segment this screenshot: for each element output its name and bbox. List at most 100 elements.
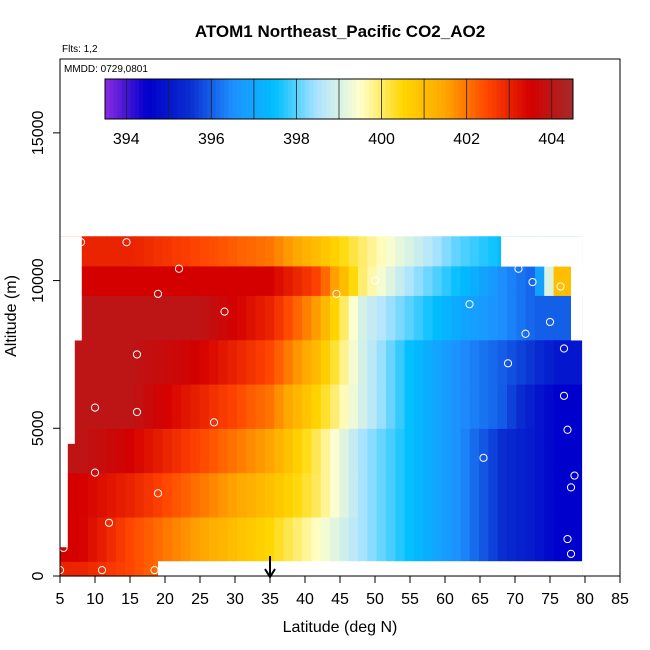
- heatmap-cell: [507, 339, 517, 385]
- heatmap-cell: [134, 516, 145, 562]
- heatmap-cell: [143, 472, 154, 518]
- heatmap-cell: [283, 265, 294, 296]
- heatmap-cell: [320, 339, 331, 385]
- heatmap-cell: [78, 265, 89, 296]
- heatmap-cell: [97, 428, 108, 474]
- heatmap-cell: [125, 295, 136, 341]
- heatmap-cell: [404, 236, 415, 267]
- colorbar-swatch: [555, 79, 561, 119]
- heatmap-cell: [395, 265, 406, 296]
- colorbar-swatch: [309, 79, 314, 119]
- heatmap-cell: [87, 236, 98, 267]
- x-tick-label: 85: [611, 591, 629, 608]
- heatmap-cell: [516, 472, 527, 518]
- heatmap-cell: [507, 383, 517, 429]
- heatmap-cell: [488, 236, 499, 267]
- heatmap-cell: [115, 516, 126, 562]
- colorbar-swatch: [109, 79, 115, 119]
- heatmap-cell: [227, 236, 238, 267]
- heatmap-cell: [311, 236, 322, 267]
- heatmap-cells: [60, 236, 583, 577]
- heatmap-cell: [227, 265, 238, 296]
- heatmap-cell: [451, 383, 462, 429]
- colorbar-swatch: [534, 79, 540, 119]
- marker-arrow-head: [264, 568, 276, 579]
- heatmap-cell: [339, 516, 350, 562]
- dates-note: MMDD: 0729,0801: [64, 64, 148, 75]
- heatmap-cell: [227, 516, 238, 562]
- heatmap-cell: [171, 383, 182, 429]
- colorbar-swatch: [547, 79, 553, 119]
- heatmap-cell: [255, 339, 266, 385]
- heatmap-cell: [283, 236, 294, 267]
- heatmap-cell: [395, 295, 406, 341]
- colorbar-swatch: [249, 79, 255, 119]
- heatmap-cell: [320, 428, 331, 474]
- colorbar-tick-label: 398: [283, 131, 310, 148]
- heatmap-cell: [255, 472, 266, 518]
- heatmap-cell: [469, 236, 480, 267]
- heatmap-cell: [134, 383, 145, 429]
- colorbar-swatch: [339, 79, 344, 119]
- colorbar-swatch: [500, 79, 506, 119]
- sample-point: [528, 277, 537, 287]
- heatmap-cell: [302, 516, 313, 562]
- heatmap-cell: [339, 236, 350, 267]
- colorbar-swatch: [538, 79, 544, 119]
- heatmap-cell: [106, 428, 117, 474]
- heatmap-cell: [553, 383, 564, 429]
- colorbar-swatch: [228, 79, 234, 119]
- heatmap-cell: [460, 428, 471, 474]
- heatmap-cell: [469, 295, 480, 341]
- heatmap-cell: [330, 339, 340, 385]
- heatmap-cell: [395, 383, 406, 429]
- heatmap-cell: [181, 383, 191, 429]
- heatmap-cell: [339, 339, 350, 385]
- heatmap-cell: [87, 265, 98, 296]
- colorbar-swatch: [492, 79, 497, 119]
- x-tick-label: 30: [226, 591, 244, 608]
- heatmap-cell: [525, 383, 536, 429]
- heatmap-cell: [190, 472, 201, 518]
- colorbar-swatch: [458, 79, 463, 119]
- heatmap-cell: [348, 383, 359, 429]
- heatmap-cell: [181, 472, 191, 518]
- heatmap-cell: [385, 339, 396, 385]
- heatmap-cell: [423, 383, 434, 429]
- heatmap-cell: [181, 339, 191, 385]
- colorbar-swatch: [275, 79, 280, 119]
- heatmap-cell: [432, 236, 443, 267]
- heatmap-cell: [507, 428, 517, 474]
- colorbar-swatch: [351, 79, 357, 119]
- heatmap-cell: [497, 428, 508, 474]
- heatmap-cell: [320, 516, 331, 562]
- heatmap-cell: [497, 472, 508, 518]
- heatmap-cell: [218, 428, 229, 474]
- heatmap-cell: [153, 428, 164, 474]
- colorbar-swatch: [300, 79, 306, 119]
- heatmap-cell: [376, 383, 387, 429]
- sample-point: [563, 534, 572, 544]
- heatmap-cell: [87, 428, 98, 474]
- heatmap-cell: [209, 236, 219, 267]
- heatmap-cell: [479, 339, 489, 385]
- colorbar-swatch: [122, 79, 127, 119]
- heatmap-cell: [348, 516, 359, 562]
- heatmap-cell: [488, 472, 499, 518]
- heatmap-cell: [367, 339, 378, 385]
- heatmap-cell: [115, 236, 126, 267]
- sample-point: [559, 344, 569, 353]
- heatmap-cell: [534, 339, 545, 385]
- colorbar-swatch: [296, 79, 302, 119]
- heatmap-cell: [320, 295, 331, 341]
- heatmap-cell: [292, 383, 303, 429]
- heatmap-cell: [274, 516, 285, 562]
- heatmap-cell: [413, 428, 424, 474]
- heatmap-cell: [78, 516, 89, 562]
- heatmap-cell: [60, 561, 70, 577]
- heatmap-cell: [432, 428, 443, 474]
- heatmap-cell: [507, 265, 517, 296]
- heatmap-cell: [78, 472, 89, 518]
- heatmap-cell: [97, 472, 108, 518]
- heatmap-cell: [358, 472, 368, 518]
